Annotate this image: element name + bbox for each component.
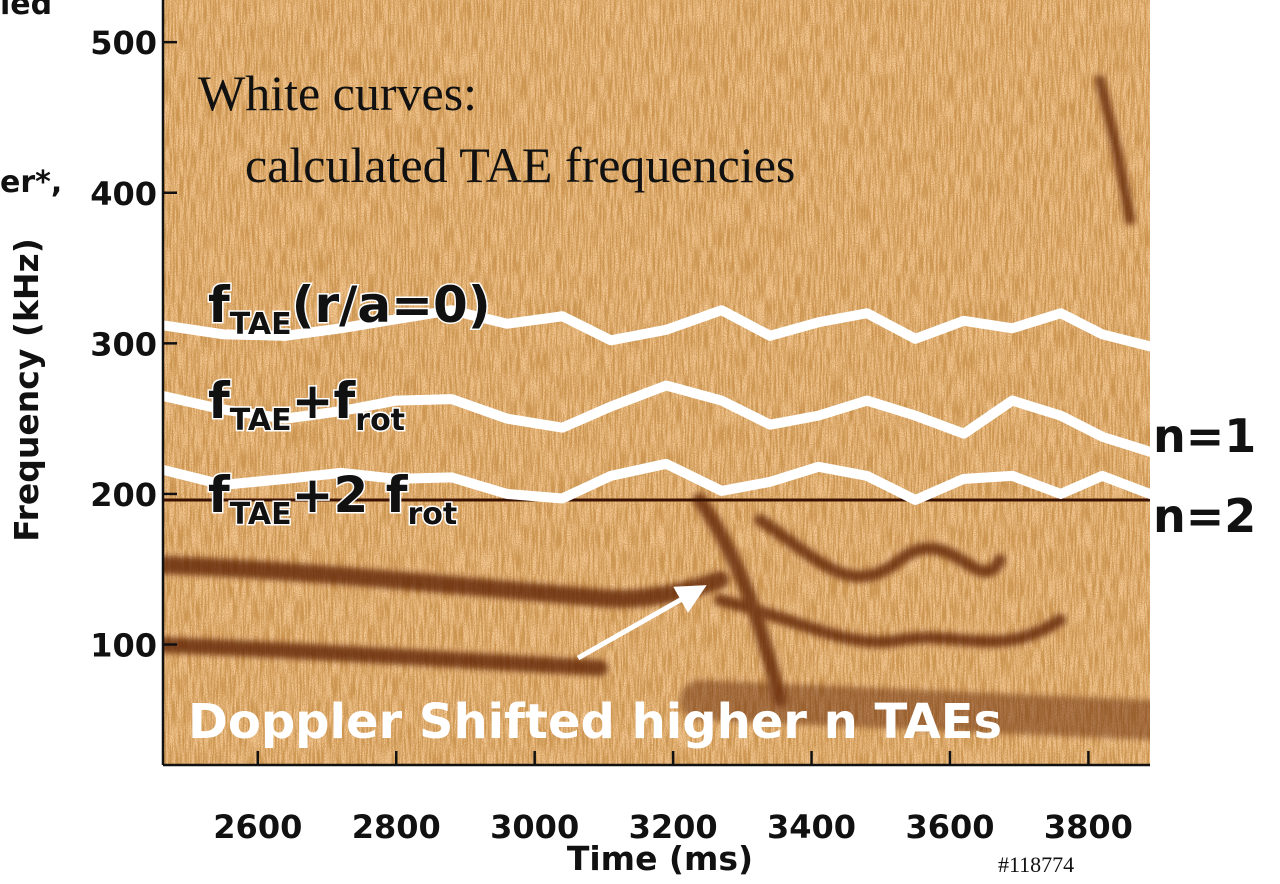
freq-curve: [163, 380, 1150, 457]
cut-text: ied: [0, 0, 52, 22]
freq-curve: [163, 305, 1150, 352]
label-part: f: [208, 372, 231, 430]
arrow: [576, 585, 707, 661]
y-tick-label: 300: [90, 325, 157, 363]
curve-label: fTAE(r/a=0): [208, 276, 491, 342]
spectrogram: [163, 0, 1150, 765]
x-tick-label: 2800: [352, 808, 441, 846]
label-part: +f: [292, 372, 357, 430]
x-tick-label: 3200: [629, 808, 718, 846]
freq-curve: [163, 458, 1150, 505]
y-tick-label: 100: [90, 627, 157, 665]
shot-number: #118774: [998, 852, 1074, 877]
y-tick-label: 400: [90, 175, 157, 213]
x-axis-title: Time (ms): [567, 839, 753, 878]
y-tick-label: 200: [90, 476, 157, 514]
note-text: calculated TAE frequencies: [245, 137, 795, 193]
x-tick-label: 3400: [767, 808, 856, 846]
label-part: (r/a=0): [292, 276, 491, 334]
mode-label: n=2: [1153, 489, 1256, 543]
mode-label: n=1: [1153, 409, 1256, 463]
y-axis-title: Frequency (kHz): [7, 238, 46, 542]
label-sub: rot: [355, 403, 405, 438]
x-tick-label: 2600: [213, 808, 302, 846]
label-part: f: [208, 466, 231, 524]
x-tick-label: 3800: [1044, 808, 1133, 846]
label-sub: TAE: [230, 307, 292, 342]
x-tick-label: 3600: [905, 808, 994, 846]
curve-label: fTAE+frot: [208, 372, 405, 438]
curve-label: fTAE+2 frot: [208, 466, 457, 532]
label-sub: rot: [407, 497, 457, 532]
note-title: White curves:: [198, 65, 477, 121]
label-sub: TAE: [230, 497, 292, 532]
label-sub: TAE: [230, 403, 292, 438]
y-tick-label: 500: [90, 24, 157, 62]
label-part: +2 f: [292, 466, 409, 524]
arrow-label: Doppler Shifted higher n TAEs: [188, 694, 1002, 750]
cut-text: er*,: [0, 165, 62, 200]
x-tick-label: 3000: [490, 808, 579, 846]
label-part: f: [208, 276, 231, 334]
